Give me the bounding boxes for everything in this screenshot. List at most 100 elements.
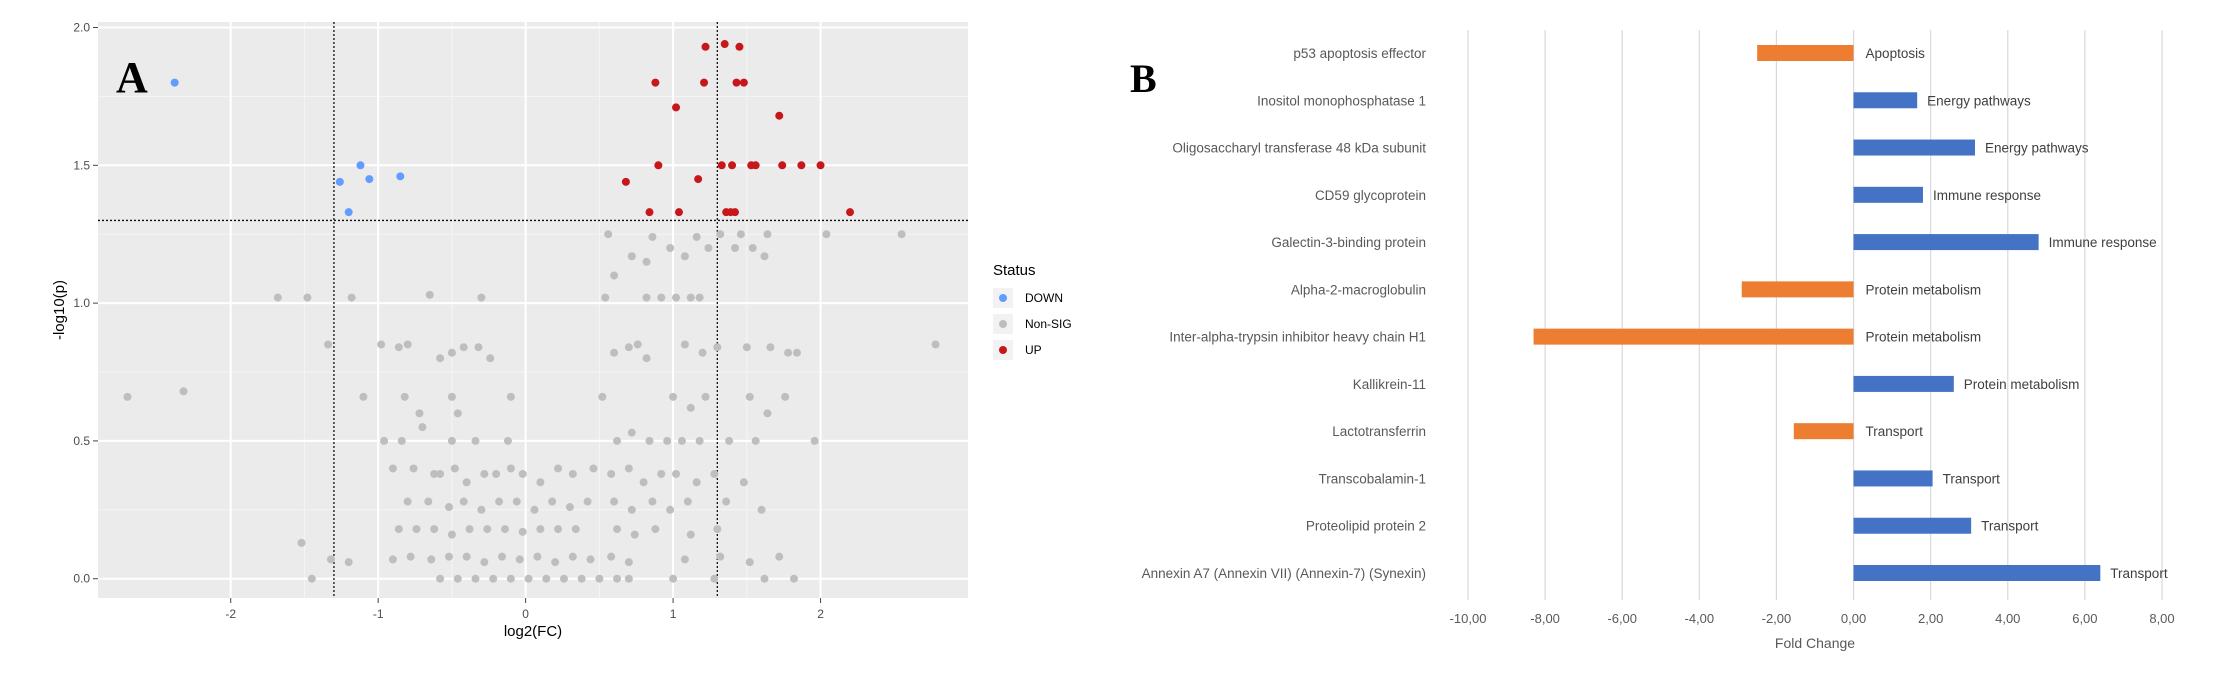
data-point-non-sig (627, 505, 636, 514)
data-point-non-sig (359, 392, 368, 401)
y-tick-label: 2.0 (73, 21, 90, 35)
data-point-non-sig (680, 252, 689, 261)
data-point-non-sig (471, 436, 480, 445)
bar (1793, 423, 1854, 440)
data-point-non-sig (607, 469, 616, 478)
x-tick-label: -1 (373, 607, 384, 621)
data-point-non-sig (453, 409, 462, 418)
data-point-non-sig (642, 354, 651, 363)
data-point-non-sig (388, 464, 397, 473)
data-point-non-sig (536, 478, 545, 487)
data-point-non-sig (624, 574, 633, 583)
data-point-non-sig (810, 436, 819, 445)
data-point-non-sig (598, 392, 607, 401)
data-point-down (170, 78, 179, 87)
data-point-non-sig (506, 574, 515, 583)
data-point-non-sig (427, 555, 436, 564)
data-point-non-sig (548, 497, 557, 506)
legend-key-non-sig (999, 320, 1007, 328)
data-point-non-sig (551, 558, 560, 567)
data-point-non-sig (642, 293, 651, 302)
bar-annotation: Protein metabolism (1866, 282, 1982, 297)
data-point-up (728, 161, 737, 170)
data-point-non-sig (394, 343, 403, 352)
data-point-non-sig (377, 340, 386, 349)
data-point-up (654, 161, 663, 170)
x-tick-label: -6,00 (1607, 611, 1637, 626)
data-point-non-sig (462, 552, 471, 561)
data-point-non-sig (495, 497, 504, 506)
data-point-non-sig (388, 555, 397, 564)
data-point-non-sig (297, 538, 306, 547)
data-point-non-sig (406, 552, 415, 561)
category-label: Annexin A7 (Annexin VII) (Annexin-7) (Sy… (1142, 566, 1426, 581)
data-point-up (731, 208, 740, 217)
legend-key-down (999, 294, 1007, 302)
data-point-non-sig (897, 230, 906, 239)
bar-annotation: Transport (1943, 471, 2001, 486)
x-tick-label: -8,00 (1530, 611, 1560, 626)
x-tick-label: -4,00 (1685, 611, 1715, 626)
data-point-non-sig (648, 232, 657, 241)
data-point-non-sig (686, 403, 695, 412)
data-point-non-sig (624, 464, 633, 473)
data-point-up (739, 78, 748, 87)
data-point-non-sig (766, 343, 775, 352)
x-tick-label: 2 (817, 607, 824, 621)
data-point-non-sig (303, 293, 312, 302)
data-point-non-sig (781, 392, 790, 401)
bar-annotation: Transport (1981, 519, 2039, 534)
data-point-up (775, 111, 784, 120)
data-point-non-sig (790, 574, 798, 583)
data-point-non-sig (500, 525, 509, 534)
data-point-non-sig (822, 230, 831, 239)
x-axis-label: log2(FC) (504, 623, 562, 640)
data-point-non-sig (506, 392, 515, 401)
data-point-non-sig (459, 343, 468, 352)
data-point-non-sig (677, 436, 686, 445)
data-point-non-sig (624, 343, 633, 352)
category-label: Lactotransferrin (1332, 424, 1426, 439)
y-tick-label: 0.5 (73, 434, 90, 448)
bar-annotation: Transport (2110, 566, 2168, 581)
x-tick-label: 0 (522, 607, 529, 621)
legend-key-up (999, 346, 1007, 354)
data-point-non-sig (722, 497, 731, 506)
data-point-non-sig (633, 340, 642, 349)
data-point-non-sig (624, 558, 633, 567)
data-point-up (651, 78, 660, 87)
data-point-non-sig (324, 340, 333, 349)
data-point-non-sig (651, 525, 660, 534)
category-label: Inter-alpha-trypsin inhibitor heavy chai… (1169, 330, 1426, 345)
data-point-non-sig (613, 436, 622, 445)
data-point-up (720, 40, 729, 49)
data-point-non-sig (604, 230, 613, 239)
data-point-non-sig (645, 436, 654, 445)
data-point-non-sig (692, 232, 701, 241)
y-axis-label: -log10(p) (51, 280, 68, 340)
x-tick-label: -10,00 (1450, 611, 1487, 626)
data-point-non-sig (403, 497, 412, 506)
bar (1853, 375, 1954, 392)
data-point-non-sig (515, 555, 524, 564)
bar-annotation: Energy pathways (1927, 93, 2031, 108)
data-point-non-sig (498, 552, 507, 561)
volcano-plot: -2 -1 0 1 2 0.0 0.5 1.0 1.5 2.0 A log2(FC) -log1… (51, 21, 1072, 640)
bar-annotation: Protein metabolism (1964, 377, 2080, 392)
data-point-non-sig (486, 354, 495, 363)
data-point-non-sig (477, 505, 486, 514)
data-point-non-sig (710, 469, 719, 478)
data-point-down (396, 172, 405, 181)
data-point-non-sig (530, 505, 539, 514)
data-point-down (356, 161, 365, 170)
data-point-non-sig (436, 574, 445, 583)
data-point-non-sig (931, 340, 940, 349)
data-point-non-sig (344, 558, 353, 567)
data-point-non-sig (583, 497, 592, 506)
data-point-non-sig (725, 436, 734, 445)
data-point-non-sig (775, 552, 784, 561)
data-point-non-sig (695, 436, 704, 445)
data-point-non-sig (639, 478, 648, 487)
data-point-down (344, 208, 353, 217)
data-point-non-sig (713, 343, 722, 352)
